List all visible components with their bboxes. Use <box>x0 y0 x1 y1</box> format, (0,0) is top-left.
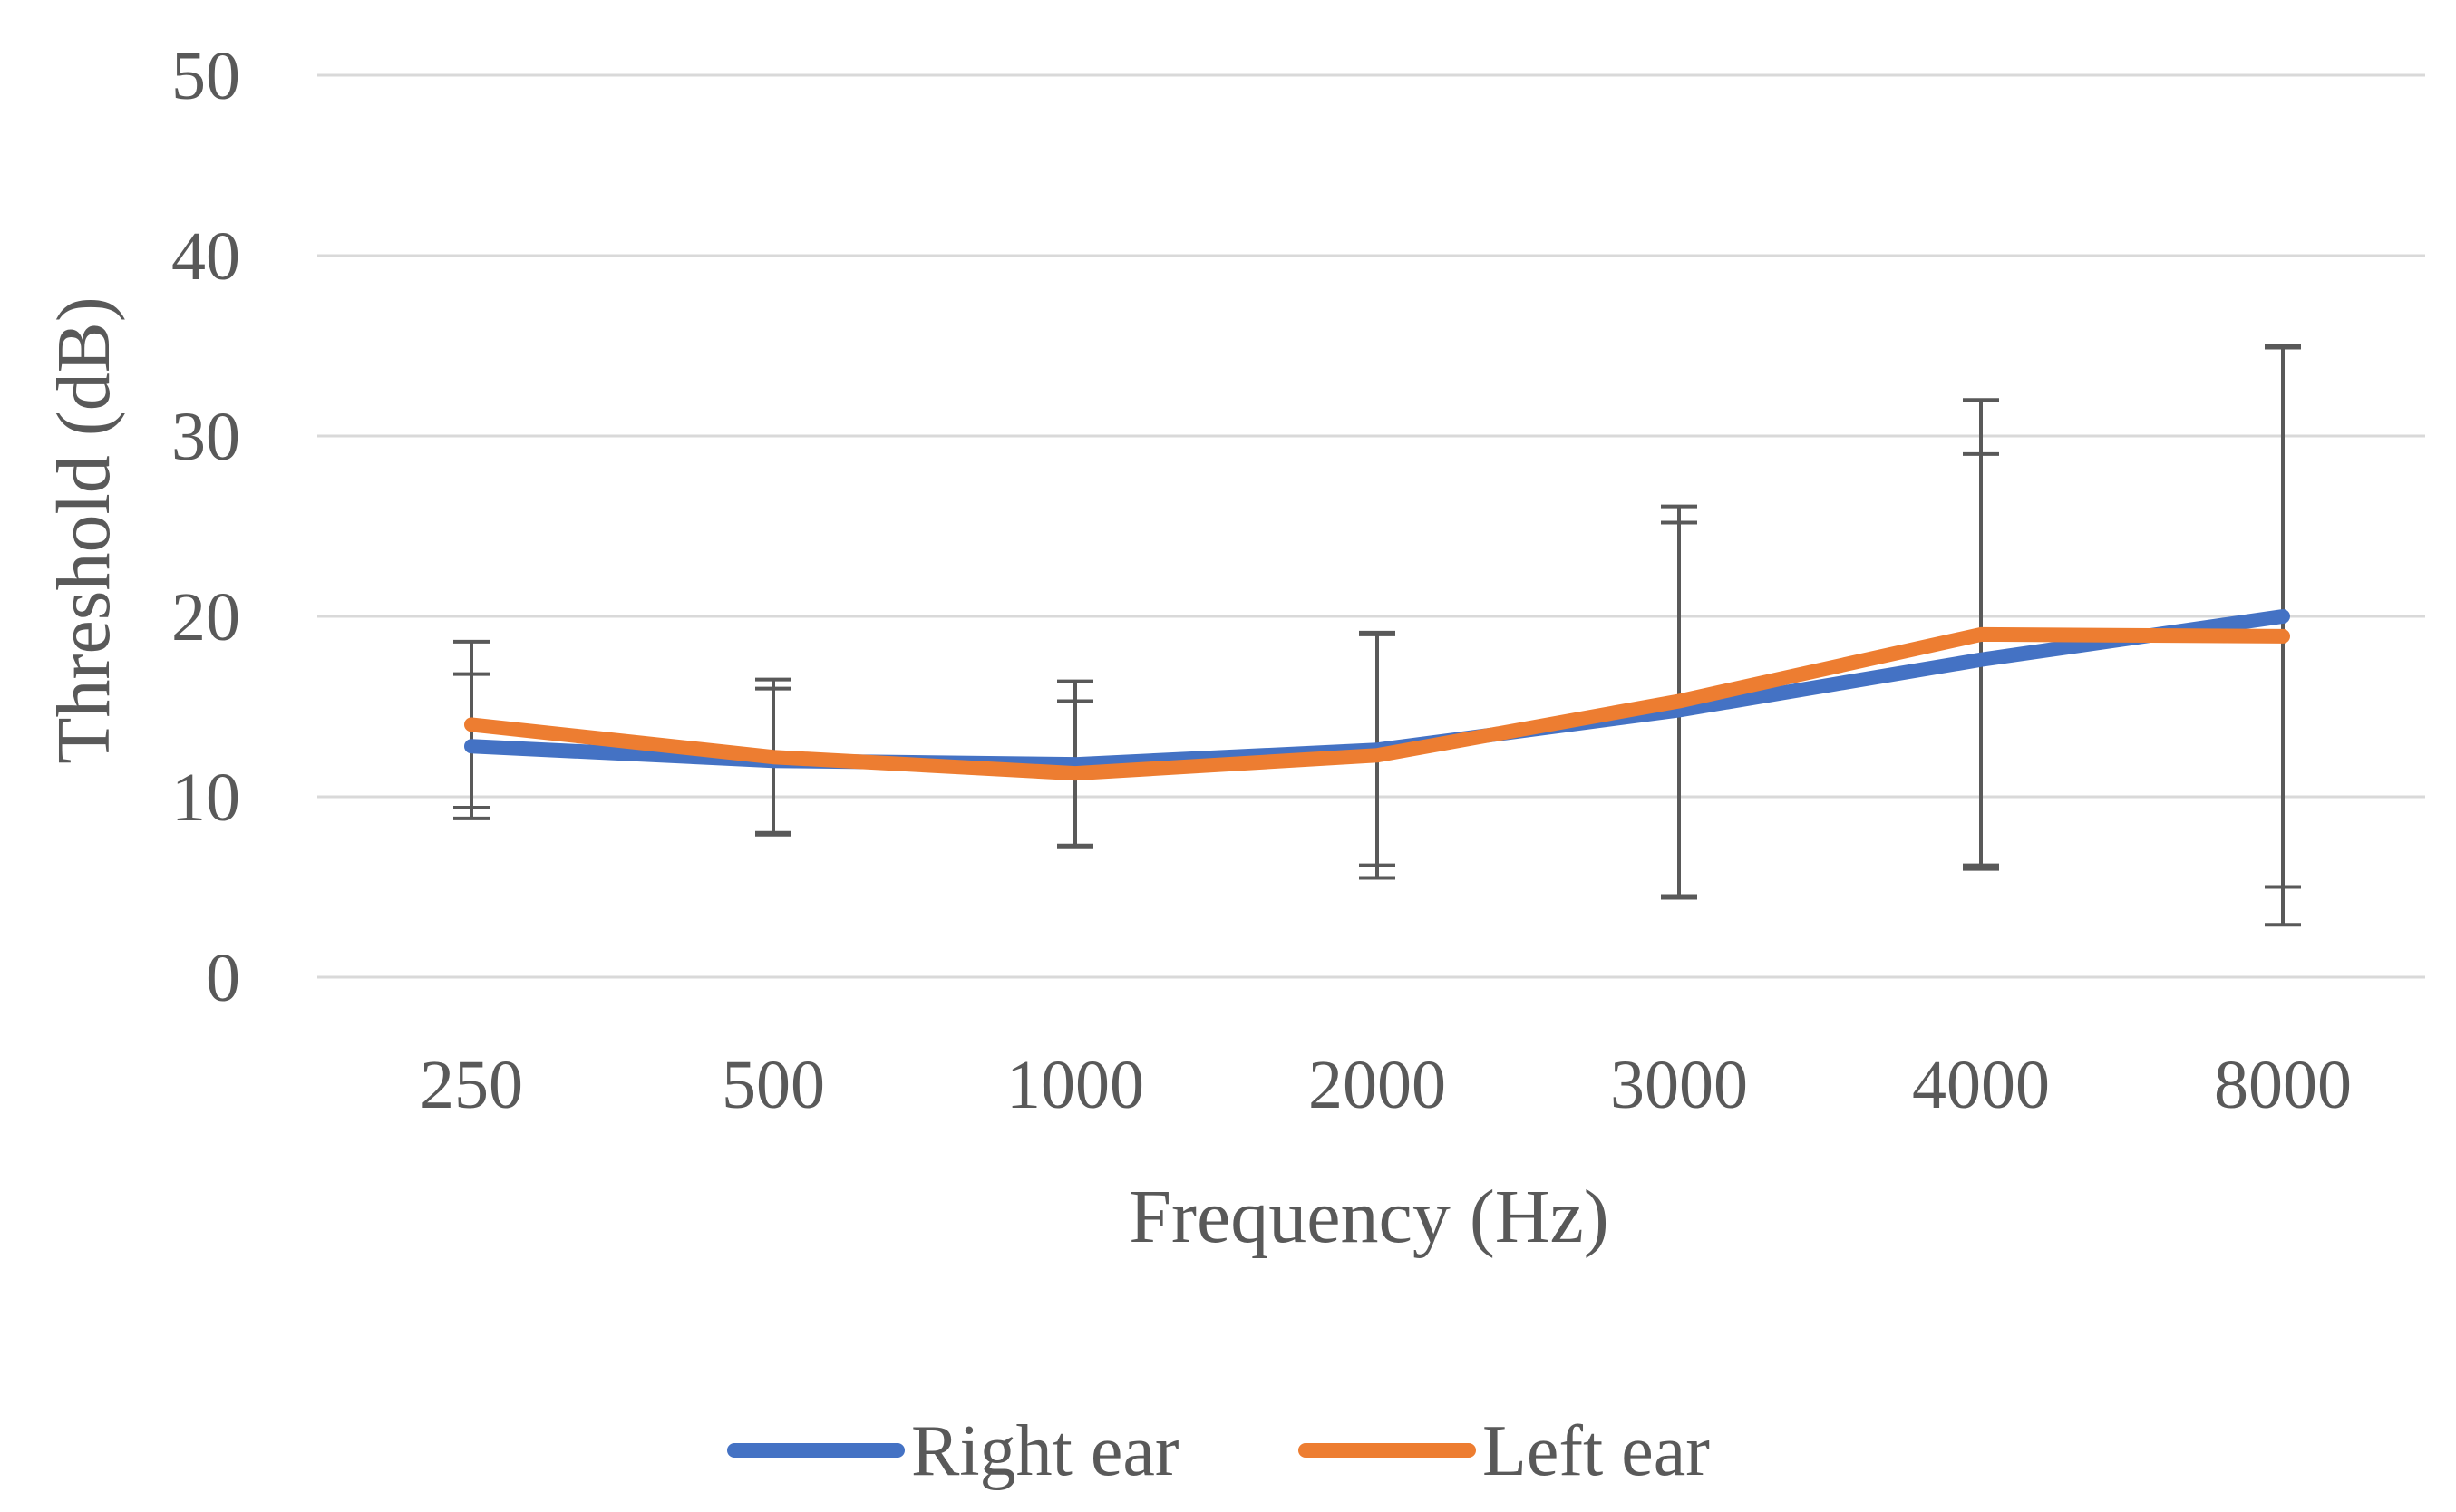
series-lines <box>464 609 2290 781</box>
y-tick-label: 30 <box>171 399 240 475</box>
y-tick-label: 0 <box>206 940 240 1016</box>
x-tick-label: 3000 <box>1610 1047 1748 1123</box>
legend-item-left-ear: Left ear <box>1298 1411 1710 1491</box>
legend-label: Left ear <box>1482 1411 1710 1491</box>
x-tick-label: 4000 <box>1912 1047 2050 1123</box>
series-line-left-ear <box>464 626 2290 781</box>
legend-label: Right ear <box>911 1411 1179 1491</box>
x-tick-label: 500 <box>722 1047 825 1123</box>
x-axis-title: Frequency (Hz) <box>1129 1175 1608 1259</box>
y-axis-title: Threshold (dB) <box>42 296 126 764</box>
y-tick-label: 50 <box>171 38 240 114</box>
legend-item-right-ear: Right ear <box>727 1411 1179 1491</box>
x-tick-label: 2000 <box>1308 1047 1446 1123</box>
y-axis-ticks: 0 10 20 30 40 50 <box>171 38 240 1016</box>
x-axis-ticks: 250 500 1000 2000 3000 4000 8000 <box>420 1047 2352 1123</box>
legend: Right ear Left ear <box>727 1411 1710 1491</box>
x-tick-label: 1000 <box>1006 1047 1144 1123</box>
y-tick-label: 40 <box>171 218 240 295</box>
x-tick-label: 250 <box>420 1047 523 1123</box>
y-tick-label: 10 <box>171 760 240 836</box>
gridlines <box>317 73 2425 979</box>
x-tick-label: 8000 <box>2214 1047 2352 1123</box>
y-tick-label: 20 <box>171 579 240 655</box>
